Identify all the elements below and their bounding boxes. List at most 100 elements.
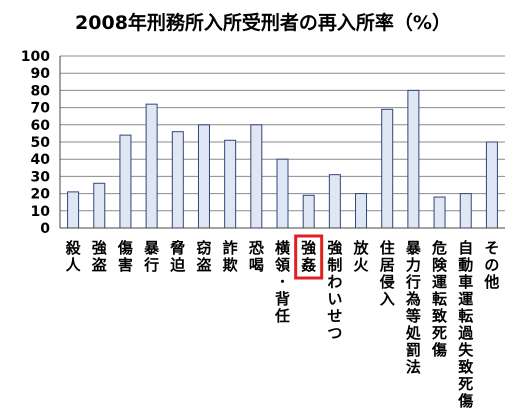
x-tick-char: 致	[458, 358, 474, 376]
x-tick-char: 領	[275, 256, 291, 274]
x-tick-char: そ	[484, 239, 499, 257]
x-tick-char: 喝	[249, 256, 264, 274]
bar	[433, 196, 446, 229]
x-tick-char: 転	[458, 307, 473, 325]
x-tick-char: の	[484, 256, 499, 274]
y-tick-label: 40	[31, 152, 51, 168]
x-tick-char: 居	[380, 256, 395, 274]
y-tick-label: 70	[31, 101, 51, 117]
x-tick-label: 恐喝	[249, 239, 264, 274]
x-tick-char: 暴	[144, 239, 160, 257]
x-tick-char: せ	[327, 307, 342, 325]
x-tick-char: 人	[66, 256, 82, 274]
x-tick-char: 強	[327, 239, 342, 257]
bar	[302, 194, 315, 229]
x-tick-char: ･	[279, 273, 287, 291]
bar	[93, 182, 106, 229]
y-tick-label: 80	[31, 83, 51, 99]
x-tick-char: 詐	[223, 239, 238, 257]
x-tick-char: つ	[327, 324, 342, 342]
x-tick-char: 暴	[406, 239, 422, 257]
chart-title: 2008年刑務所入所受刑者の再入所率（%）	[75, 12, 451, 34]
x-tick-char: わ	[327, 273, 342, 291]
x-tick-char: 力	[406, 256, 421, 274]
x-tick-char: 処	[405, 324, 422, 342]
y-tick-label: 20	[31, 187, 51, 203]
x-tick-char: 死	[432, 324, 447, 342]
x-tick-char: 盗	[92, 256, 107, 274]
bar	[250, 124, 263, 229]
x-tick-char: 迫	[170, 256, 186, 274]
x-tick-char: 強	[92, 239, 107, 257]
y-tick-label: 30	[31, 169, 51, 185]
x-tick-char: 他	[483, 273, 499, 291]
x-tick-labels: 殺人強盗傷害暴行脅迫窃盗詐欺恐喝横領･背任強姦強制わいせつ放火住居侵入暴力行為等…	[65, 234, 499, 410]
bar	[355, 193, 368, 229]
x-tick-char: 行	[405, 273, 421, 291]
x-tick-char: 脅	[169, 239, 185, 257]
x-tick-char: 動	[458, 256, 473, 274]
bar	[197, 124, 210, 229]
x-tick-char: 姦	[300, 256, 316, 274]
x-tick-char: 運	[458, 290, 474, 308]
x-tick-char: 等	[406, 307, 421, 325]
x-tick-label: 放火	[353, 239, 370, 274]
x-tick-char: 過	[457, 324, 474, 342]
x-tick-char: 行	[143, 256, 159, 274]
y-tick-label: 50	[31, 135, 51, 151]
x-tick-char: 背	[275, 290, 290, 308]
x-tick-char: 恐	[249, 239, 264, 257]
x-tick-char: 任	[274, 307, 290, 325]
x-tick-char: 車	[458, 273, 473, 291]
x-tick-char: 住	[380, 239, 395, 257]
x-tick-char: 険	[432, 256, 448, 274]
x-tick-char: 転	[432, 290, 447, 308]
bar	[145, 103, 158, 229]
bar	[485, 141, 498, 229]
bar	[407, 89, 420, 229]
x-tick-label: 詐欺	[223, 239, 238, 274]
x-tick-label: 脅迫	[169, 239, 186, 274]
y-tick-label: 90	[31, 66, 51, 82]
x-tick-char: 致	[432, 307, 448, 325]
y-tick-label: 60	[31, 118, 51, 134]
x-tick-char: 傷	[457, 392, 473, 410]
x-tick-char: 危	[432, 239, 447, 257]
x-tick-char: 失	[458, 341, 474, 359]
x-tick-char: 傷	[117, 239, 133, 257]
y-tick-label: 10	[31, 204, 51, 220]
x-tick-char: 自	[458, 239, 473, 257]
x-tick-label: 暴行	[143, 239, 160, 274]
x-tick-char: 盗	[196, 256, 211, 274]
x-tick-char: 欺	[223, 256, 238, 274]
x-tick-char: 法	[406, 358, 421, 376]
x-tick-char: 傷	[431, 341, 447, 359]
x-tick-char: 侵	[379, 273, 395, 291]
x-tick-char: 制	[327, 256, 342, 274]
x-tick-char: い	[327, 290, 342, 308]
x-tick-char: 殺	[65, 239, 82, 257]
x-tick-char: 為	[405, 290, 421, 308]
x-tick-char: 横	[275, 239, 291, 257]
x-tick-label: 横領･背任	[274, 239, 291, 325]
x-tick-char: 入	[380, 290, 395, 308]
x-tick-char: 強	[301, 239, 316, 257]
bar	[224, 139, 237, 229]
highlight-box	[294, 234, 324, 280]
bar	[328, 174, 341, 229]
x-tick-char: 窃	[196, 239, 211, 257]
y-tick-label: 0	[40, 221, 50, 237]
x-tick-label: 殺人	[65, 239, 82, 274]
x-tick-label: 傷害	[117, 239, 133, 274]
x-tick-label: 強姦	[300, 239, 316, 274]
x-tick-label: 強盗	[92, 239, 107, 274]
bar	[459, 193, 472, 229]
bar	[119, 134, 132, 229]
